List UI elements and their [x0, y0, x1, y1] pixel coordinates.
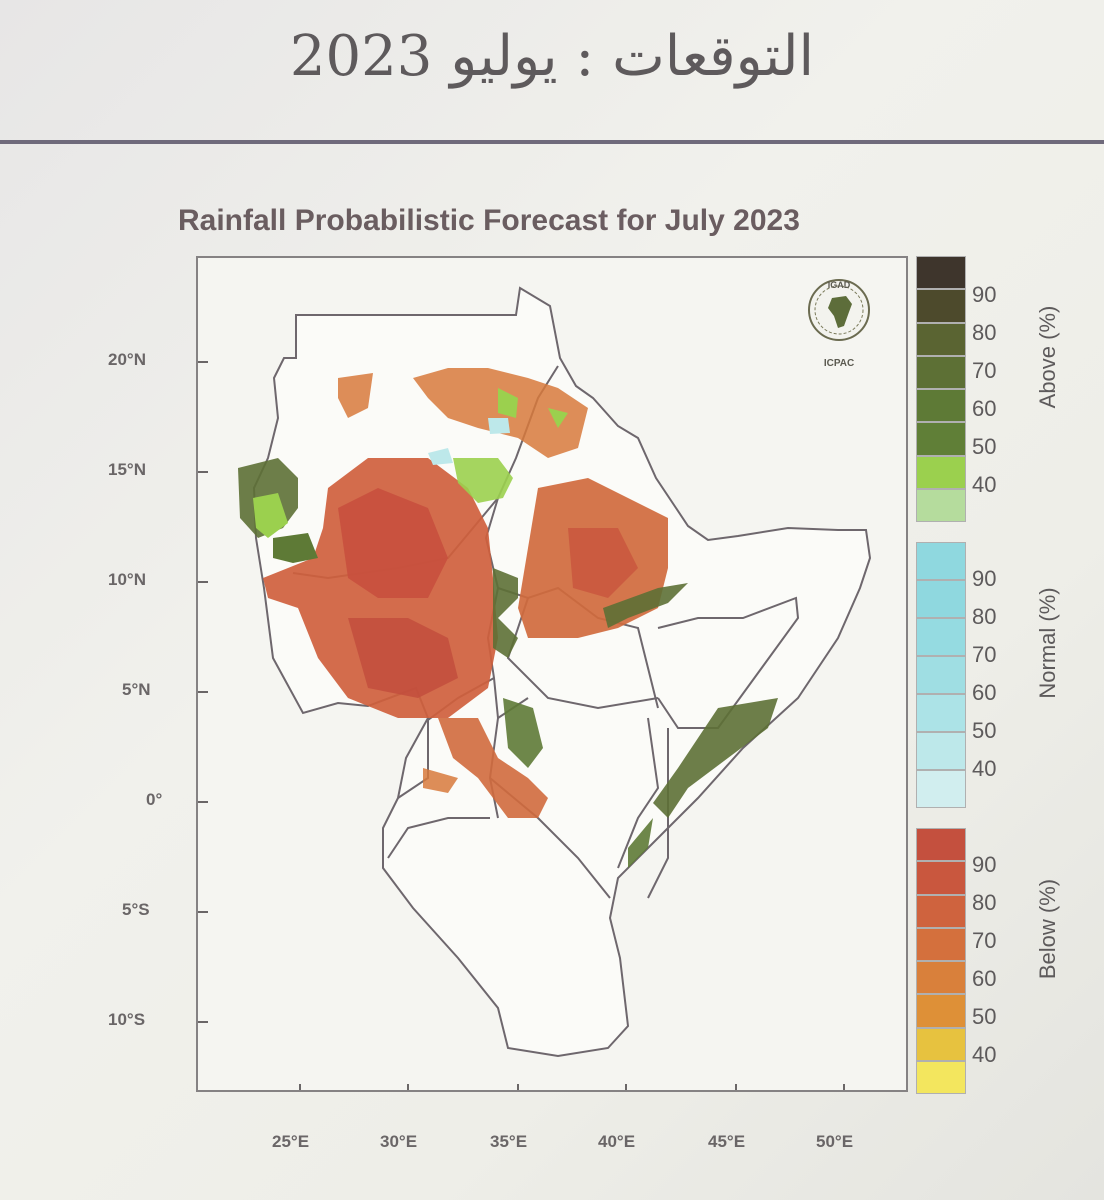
- legend-above-swatch: [916, 455, 966, 489]
- legend-above-swatch: [916, 488, 966, 522]
- legend-below-swatch: [916, 994, 966, 1028]
- legend-normal: [916, 542, 966, 808]
- legend-normal-swatch: [916, 580, 966, 618]
- lat-label: 15°N: [108, 460, 146, 479]
- logo-top-text: IGAD: [828, 280, 851, 290]
- axis-ticks: [198, 361, 845, 1090]
- forecast-map: [198, 286, 872, 1090]
- logo-bottom-text: ICPAC: [824, 358, 854, 369]
- lon-label: 25°E: [272, 1132, 310, 1151]
- legend-normal-level: 60: [972, 680, 997, 705]
- legend-below-swatch: [916, 861, 966, 895]
- lon-label: 30°E: [380, 1132, 418, 1151]
- legend-normal-swatch: [916, 618, 966, 656]
- lat-label: 0°: [146, 790, 163, 809]
- legend-normal-level: 40: [972, 756, 997, 781]
- lat-label: 20°N: [108, 350, 146, 369]
- legend-above: [916, 256, 966, 522]
- legend-normal-swatch: [916, 732, 966, 770]
- legend-normal-level: 90: [972, 566, 997, 591]
- legend-normal-level: 50: [972, 718, 997, 743]
- map-frame: IGAD ICPAC: [196, 256, 908, 1092]
- legend-above-level: 40: [972, 472, 997, 497]
- legend-above-swatch: [916, 422, 966, 456]
- legend-below-swatch: [916, 961, 966, 995]
- legend-above-swatch: [916, 289, 966, 323]
- legend-normal-swatch: [916, 770, 966, 808]
- legend-above-level: 90: [972, 282, 997, 307]
- legend-below-swatch: [916, 1060, 966, 1094]
- legend-below-level: 40: [972, 1042, 997, 1067]
- legend-below-swatch: [916, 927, 966, 961]
- lon-label: 45°E: [708, 1132, 746, 1151]
- lat-label: 10°S: [108, 1010, 146, 1029]
- legend-above-level: 50: [972, 434, 997, 459]
- africa-map-icon: [828, 296, 852, 328]
- legend-above-swatch: [916, 256, 966, 290]
- slide-title: التوقعات : يوليو 2023: [289, 24, 815, 89]
- lon-label: 35°E: [490, 1132, 528, 1151]
- normal-regions: [428, 418, 510, 465]
- lon-label: 50°E: [816, 1132, 854, 1151]
- igad-icpac-logo: IGAD ICPAC: [802, 270, 876, 382]
- legend-below-swatch: [916, 828, 966, 862]
- legend-normal-level: 80: [972, 604, 997, 629]
- above-normal-regions: [238, 388, 778, 868]
- legend-above-swatch: [916, 355, 966, 389]
- legend-above-swatch: [916, 322, 966, 356]
- legend-above-swatch: [916, 389, 966, 423]
- lat-label: 5°S: [122, 900, 150, 919]
- legend-normal-title: Normal (%): [1035, 587, 1060, 699]
- title-divider: [0, 140, 1104, 144]
- lat-label: 10°N: [108, 570, 146, 589]
- legend-below-swatch: [916, 894, 966, 928]
- legend-normal-swatch: [916, 656, 966, 694]
- map-title: Rainfall Probabilistic Forecast for July…: [178, 204, 800, 237]
- legend-below-level: 70: [972, 928, 997, 953]
- legend-above-level: 60: [972, 396, 997, 421]
- lon-label: 40°E: [598, 1132, 636, 1151]
- legend-below-level: 90: [972, 852, 997, 877]
- legend-normal-swatch: [916, 694, 966, 732]
- legend-below-level: 50: [972, 1004, 997, 1029]
- legend-above-level: 70: [972, 358, 997, 383]
- legend-below-swatch: [916, 1027, 966, 1061]
- legend-normal-level: 70: [972, 642, 997, 667]
- lat-label: 5°N: [122, 680, 151, 699]
- legend-below-level: 60: [972, 966, 997, 991]
- legend-normal-swatch: [916, 542, 966, 580]
- legend-above-level: 80: [972, 320, 997, 345]
- legend-below-level: 80: [972, 890, 997, 915]
- legend-below: [916, 828, 966, 1094]
- legend-below-title: Below (%): [1035, 878, 1060, 980]
- legend-above-title: Above (%): [1035, 305, 1060, 409]
